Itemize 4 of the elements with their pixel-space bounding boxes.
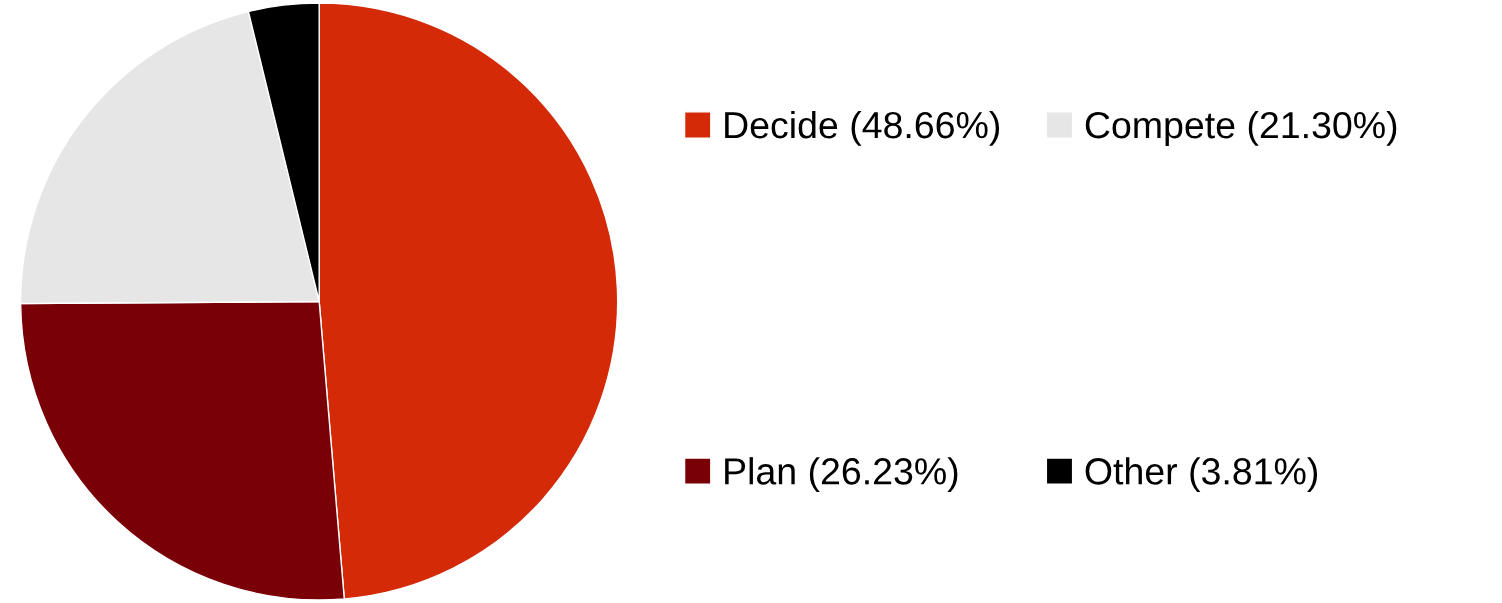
legend-label: Compete (21.30%)	[1085, 110, 1397, 146]
legend-label: Decide (48.66%)	[725, 110, 1000, 146]
legend-label: Plan (26.23%)	[725, 457, 958, 493]
legend-label: Other (3.81%)	[1085, 457, 1318, 493]
